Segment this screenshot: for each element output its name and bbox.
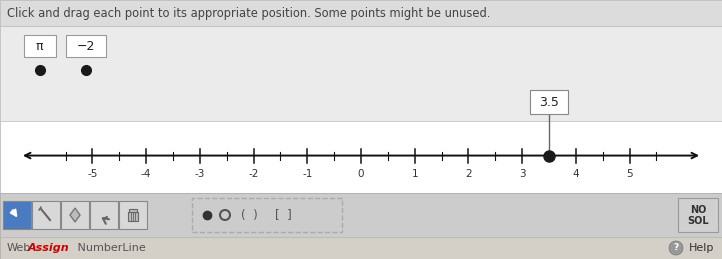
- FancyBboxPatch shape: [192, 198, 342, 232]
- FancyBboxPatch shape: [119, 201, 147, 229]
- Text: (  ): ( ): [240, 208, 257, 221]
- Text: SOL: SOL: [687, 217, 709, 226]
- Text: 4: 4: [573, 169, 579, 178]
- Text: 0: 0: [357, 169, 365, 178]
- Bar: [128, 212, 138, 221]
- Bar: [0, 237, 722, 259]
- Text: [  ]: [ ]: [274, 208, 292, 221]
- Polygon shape: [70, 208, 80, 222]
- Text: Web: Web: [7, 243, 31, 253]
- Text: −2: −2: [77, 40, 95, 53]
- Circle shape: [669, 241, 683, 255]
- FancyBboxPatch shape: [61, 201, 89, 229]
- Text: -4: -4: [141, 169, 152, 178]
- Text: 2: 2: [465, 169, 471, 178]
- Text: -2: -2: [248, 169, 258, 178]
- FancyBboxPatch shape: [32, 201, 60, 229]
- FancyBboxPatch shape: [90, 201, 118, 229]
- Bar: [129, 209, 137, 212]
- Bar: [0, 121, 722, 193]
- Text: NO: NO: [690, 205, 706, 214]
- Bar: [0, 193, 722, 237]
- Text: NumberLine: NumberLine: [74, 243, 146, 253]
- Text: -5: -5: [87, 169, 97, 178]
- Text: ?: ?: [674, 243, 679, 253]
- Text: 3: 3: [519, 169, 526, 178]
- Text: Click and drag each point to its appropriate position. Some points might be unus: Click and drag each point to its appropr…: [7, 6, 490, 19]
- FancyBboxPatch shape: [66, 35, 106, 57]
- Bar: [0, 0, 722, 26]
- Text: Help: Help: [689, 243, 714, 253]
- Text: 1: 1: [412, 169, 418, 178]
- FancyBboxPatch shape: [678, 198, 718, 232]
- FancyBboxPatch shape: [24, 35, 56, 57]
- Text: π: π: [36, 40, 43, 53]
- Text: -3: -3: [195, 169, 205, 178]
- FancyBboxPatch shape: [530, 90, 568, 114]
- Bar: [0, 26, 722, 193]
- Text: 5: 5: [626, 169, 633, 178]
- FancyBboxPatch shape: [3, 201, 31, 229]
- Text: 3.5: 3.5: [539, 96, 559, 109]
- Text: Assign: Assign: [28, 243, 69, 253]
- Text: -1: -1: [302, 169, 313, 178]
